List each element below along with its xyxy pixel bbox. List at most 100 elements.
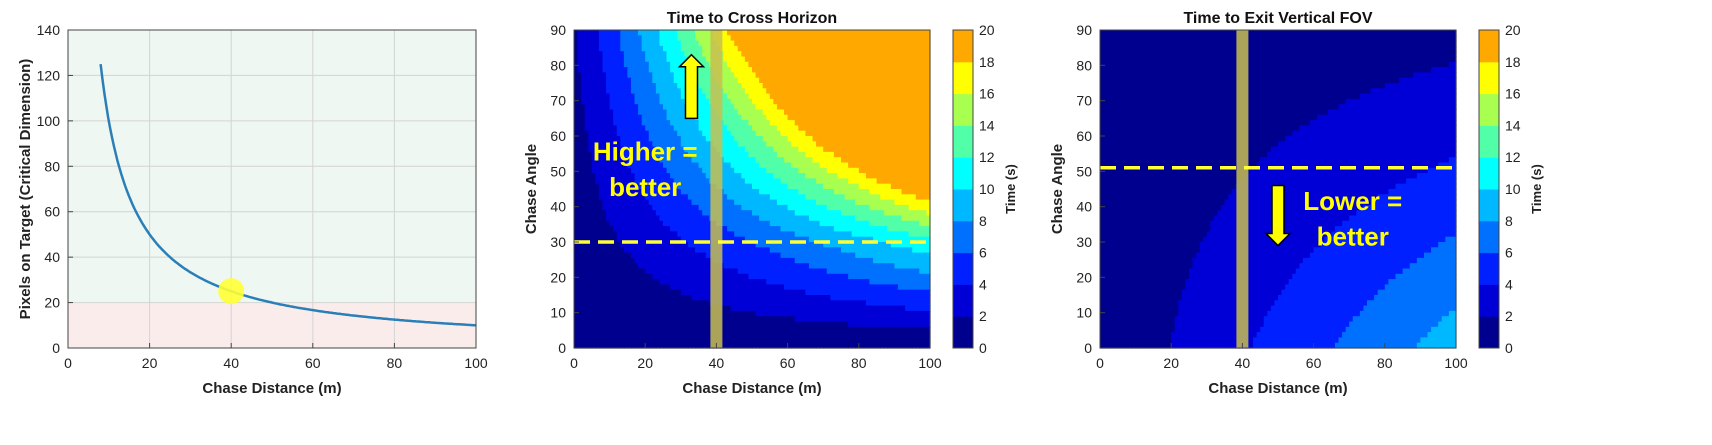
- contour-cell: [655, 226, 661, 232]
- contour-cell: [851, 61, 856, 68]
- contour-cell: [577, 56, 582, 63]
- contour-cell: [723, 284, 728, 291]
- contour-cell: [912, 183, 917, 190]
- contour-cell: [673, 40, 678, 47]
- contour-cell: [873, 72, 878, 79]
- contour-cell: [816, 257, 821, 264]
- contour-cell: [791, 125, 796, 132]
- contour-cell: [844, 45, 849, 52]
- contour-cell: [887, 88, 892, 95]
- contour-cell: [698, 72, 703, 79]
- contour-cell: [912, 114, 917, 121]
- contour-cell: [584, 167, 589, 174]
- contour-cell: [926, 242, 931, 248]
- contour-cell: [620, 151, 625, 158]
- contour-cell: [773, 162, 778, 169]
- contour-cell: [851, 162, 856, 169]
- contour-cell: [897, 199, 903, 206]
- contour-cell: [869, 157, 874, 164]
- contour-cell: [841, 98, 846, 105]
- contour-cell: [634, 210, 639, 217]
- contour-cell: [634, 35, 639, 42]
- contour-cell: [744, 136, 750, 142]
- contour-cell: [638, 178, 643, 185]
- contour-cell: [812, 268, 817, 275]
- contour-cell: [769, 61, 774, 68]
- contour-cell: [623, 210, 628, 217]
- contour-cell: [659, 242, 664, 248]
- contour-cell: [663, 77, 668, 84]
- contour-cell: [766, 199, 771, 206]
- contour-cell: [677, 56, 682, 63]
- contour-cell: [581, 210, 586, 217]
- contour-cell: [584, 178, 589, 185]
- contour-cell: [670, 257, 675, 264]
- contour-cell: [830, 77, 835, 84]
- contour-cell: [744, 173, 750, 179]
- contour-cell: [912, 40, 917, 47]
- contour-cell: [698, 83, 703, 89]
- contour-cell: [801, 236, 806, 243]
- contour-cell: [752, 120, 757, 126]
- contour-cell: [584, 40, 589, 47]
- contour-cell: [730, 194, 735, 201]
- contour-cell: [727, 173, 732, 179]
- contour-cell: [613, 88, 618, 95]
- contour-cell: [801, 77, 806, 84]
- contour-cell: [581, 120, 586, 126]
- contour-cell: [759, 162, 764, 169]
- contour-cell: [648, 279, 653, 285]
- contour-cell: [606, 109, 611, 116]
- contour-cell: [581, 220, 586, 227]
- contour-cell: [794, 61, 799, 68]
- contour-cell: [638, 157, 643, 164]
- contour-cell: [883, 167, 888, 174]
- contour-cell: [816, 51, 821, 58]
- contour-cell: [773, 141, 778, 148]
- contour-cell: [823, 279, 828, 285]
- contour-cell: [801, 162, 806, 169]
- contour-cell: [577, 151, 582, 158]
- contour-cell: [890, 35, 895, 42]
- contour-cell: [773, 252, 778, 259]
- contour-cell: [826, 136, 831, 142]
- contour-cell: [794, 263, 799, 270]
- contour-cell: [730, 83, 735, 89]
- contour-cell: [830, 257, 835, 264]
- contour-cell: [816, 226, 821, 232]
- contour-cell: [730, 204, 735, 211]
- contour-cell: [808, 61, 814, 68]
- contour-cell: [805, 141, 810, 148]
- contour-cell: [862, 45, 867, 52]
- contour-cell: [883, 189, 888, 195]
- contour-cell: [766, 194, 771, 201]
- contour-cell: [666, 35, 671, 42]
- contour-cell: [613, 263, 618, 270]
- contour-cell: [766, 35, 771, 42]
- contour-cell: [623, 120, 628, 126]
- contour-cell: [908, 104, 913, 111]
- contour-cell: [894, 242, 899, 248]
- contour-cell: [613, 72, 618, 79]
- contour-cell: [912, 45, 917, 52]
- contour-cell: [805, 210, 810, 217]
- contour-cell: [655, 189, 661, 195]
- contour-cell: [734, 257, 739, 264]
- contour-cell: [645, 199, 650, 206]
- contour-cell: [687, 236, 693, 243]
- contour-cell: [698, 204, 703, 211]
- contour-cell: [648, 252, 653, 259]
- contour-cell: [922, 194, 928, 201]
- contour-cell: [812, 215, 817, 222]
- contour-cell: [609, 247, 614, 254]
- contour-cell: [794, 151, 799, 158]
- contour-cell: [598, 252, 604, 259]
- contour-cell: [737, 226, 742, 232]
- contour-cell: [680, 40, 685, 47]
- contour-cell: [905, 268, 910, 275]
- contour-cell: [574, 125, 579, 132]
- contour-cell: [773, 40, 778, 47]
- contour-cell: [848, 284, 853, 291]
- contour-cell: [577, 35, 582, 42]
- contour-cell: [591, 220, 596, 227]
